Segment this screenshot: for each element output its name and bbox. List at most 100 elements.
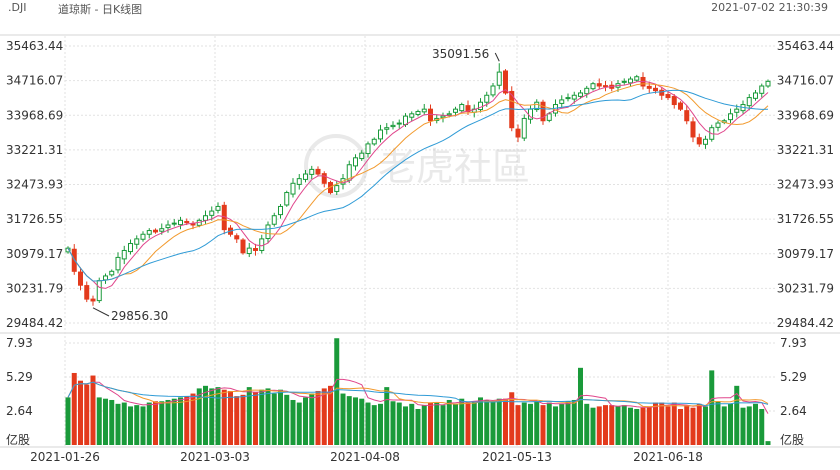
- volume-bar: [353, 397, 358, 445]
- volume-bar: [578, 367, 583, 445]
- x-tick-label: 2021-03-03: [180, 450, 250, 464]
- candle-body: [715, 122, 721, 128]
- candle-body: [109, 270, 115, 276]
- chart-title: 道琼斯 - 日K线图: [58, 3, 143, 16]
- volume-bar: [734, 385, 740, 445]
- candle-body: [565, 97, 571, 100]
- chart-header: .DJI 道琼斯 - 日K线图 2021-07-02 21:30:39: [0, 0, 840, 16]
- volume-bar: [296, 402, 302, 445]
- candle-body: [503, 70, 508, 94]
- candle-body: [628, 78, 633, 84]
- volume-bar: [740, 407, 746, 445]
- candle-body: [296, 178, 302, 185]
- high-annotation: 35091.56: [432, 47, 489, 61]
- volume-bar: [540, 405, 546, 445]
- y-tick-label-left: 33968.69: [6, 108, 63, 122]
- candle-body: [571, 94, 577, 100]
- volume-bar: [84, 384, 90, 445]
- candle-body: [253, 248, 258, 251]
- volume-bar: [340, 393, 346, 445]
- volume-bar: [153, 401, 158, 445]
- y-tick-label-left: 30979.17: [6, 247, 63, 261]
- candle-body: [546, 113, 552, 121]
- y-tick-label-right: 30231.79: [777, 281, 834, 295]
- ma10-line: [67, 83, 769, 282]
- volume-tick-label-left: 2.64: [6, 404, 33, 418]
- volume-bar: [284, 394, 290, 445]
- candle-body: [303, 173, 308, 180]
- volume-bar: [715, 401, 721, 445]
- volume-bar: [265, 388, 271, 445]
- y-tick-label-right: 33221.31: [777, 143, 834, 157]
- candle-body: [415, 110, 421, 116]
- candle-body: [428, 108, 433, 122]
- volume-bar: [478, 397, 483, 445]
- volume-tick-label-left: 7.93: [6, 336, 33, 350]
- volume-bar: [553, 406, 558, 445]
- volume-bar: [96, 397, 102, 445]
- candle-body: [96, 280, 102, 302]
- candle-body: [384, 127, 390, 130]
- low-annotation-leader: [92, 307, 110, 317]
- candle-body: [321, 173, 327, 184]
- y-tick-label-left: 32473.93: [6, 178, 63, 192]
- volume-bar: [678, 408, 683, 445]
- volume-bar: [521, 402, 527, 445]
- candle-body: [634, 76, 640, 81]
- y-tick-label-right: 35463.44: [777, 39, 834, 53]
- candle-body: [653, 87, 658, 92]
- volume-bar: [465, 402, 471, 445]
- candle-body: [678, 102, 683, 110]
- volume-bar: [140, 406, 146, 445]
- volume-bar: [503, 398, 508, 445]
- volume-ma20-line: [67, 381, 769, 407]
- candle-body: [521, 117, 527, 139]
- candle-body: [409, 113, 415, 118]
- candle-body: [734, 108, 740, 113]
- volume-bar: [184, 396, 190, 445]
- volume-bar: [315, 390, 321, 445]
- volume-ma10-line: [67, 381, 769, 408]
- volume-bar: [359, 398, 365, 445]
- volume-bar: [615, 406, 621, 445]
- ma5-line: [67, 80, 769, 289]
- volume-bar: [159, 401, 165, 445]
- candle-body: [365, 143, 371, 155]
- volume-bar: [128, 406, 133, 445]
- volume-bar: [334, 338, 340, 445]
- ma20-line: [67, 89, 769, 282]
- candle-body: [278, 205, 283, 216]
- volume-bar: [765, 441, 771, 445]
- candle-body: [496, 71, 502, 86]
- candle-body: [603, 85, 608, 88]
- volume-bar: [528, 403, 533, 445]
- volume-bar: [240, 394, 246, 445]
- candle-body: [165, 224, 171, 229]
- y-tick-label-right: 30979.17: [777, 247, 834, 261]
- candle-body: [515, 128, 521, 138]
- x-tick-label: 2021-01-26: [30, 450, 100, 464]
- volume-bar: [696, 403, 702, 445]
- y-tick-label-left: 29484.42: [6, 316, 63, 330]
- candle-body: [209, 210, 215, 216]
- candle-body: [153, 229, 158, 233]
- candle-body: [378, 129, 383, 140]
- volume-bar: [378, 403, 383, 445]
- volume-bar: [290, 399, 296, 445]
- candle-body: [540, 101, 546, 122]
- candle-body: [578, 92, 583, 97]
- volume-bar: [259, 389, 265, 445]
- candle-body: [128, 243, 133, 253]
- symbol-label: .DJI: [8, 1, 27, 14]
- volume-bar: [428, 402, 433, 445]
- candle-body: [478, 101, 483, 111]
- y-tick-label-left: 33221.31: [6, 143, 63, 157]
- candle-body: [265, 224, 271, 240]
- volume-bar: [415, 408, 421, 445]
- candle-body: [446, 113, 452, 116]
- volume-bar: [690, 407, 696, 445]
- volume-bar: [234, 396, 240, 445]
- candle-body: [646, 85, 652, 89]
- volume-bar: [596, 406, 602, 445]
